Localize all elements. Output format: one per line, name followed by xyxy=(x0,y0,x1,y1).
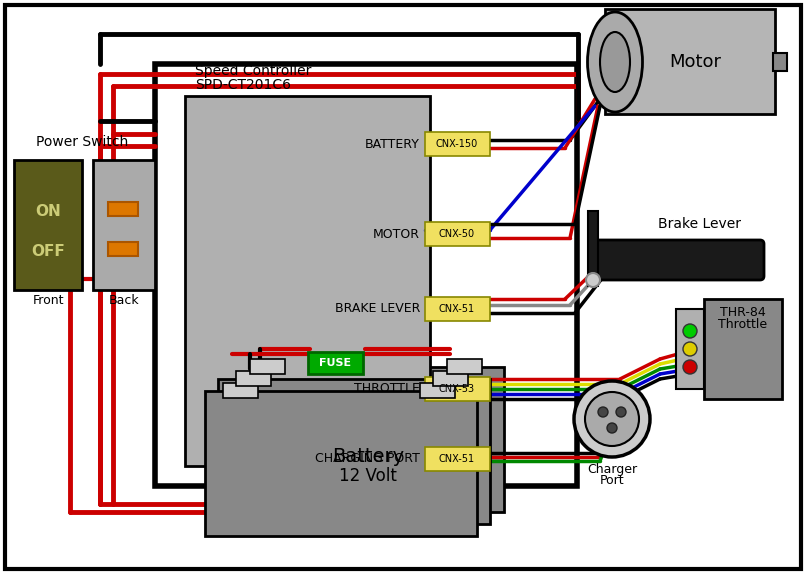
Text: Throttle: Throttle xyxy=(718,319,767,332)
Circle shape xyxy=(598,407,608,417)
Text: 12 Volt: 12 Volt xyxy=(339,467,397,485)
Circle shape xyxy=(616,407,626,417)
FancyBboxPatch shape xyxy=(218,379,490,524)
Circle shape xyxy=(585,392,639,446)
Text: CHARGING PORT: CHARGING PORT xyxy=(315,452,420,466)
FancyBboxPatch shape xyxy=(232,367,504,512)
FancyBboxPatch shape xyxy=(93,160,155,290)
Ellipse shape xyxy=(600,32,630,92)
Ellipse shape xyxy=(588,12,642,112)
FancyBboxPatch shape xyxy=(236,371,271,386)
FancyBboxPatch shape xyxy=(185,96,430,466)
FancyBboxPatch shape xyxy=(308,352,363,374)
Circle shape xyxy=(683,342,697,356)
FancyBboxPatch shape xyxy=(425,377,490,401)
FancyBboxPatch shape xyxy=(425,297,490,321)
FancyBboxPatch shape xyxy=(425,132,490,156)
Text: Battery: Battery xyxy=(332,447,404,466)
Text: CNX-50: CNX-50 xyxy=(439,229,475,239)
Text: CNX-150: CNX-150 xyxy=(436,139,478,149)
Text: Speed Controller: Speed Controller xyxy=(195,64,311,78)
Circle shape xyxy=(683,324,697,338)
Text: BRAKE LEVER: BRAKE LEVER xyxy=(334,302,420,316)
Text: THROTTLE: THROTTLE xyxy=(354,382,420,395)
FancyBboxPatch shape xyxy=(676,309,704,389)
FancyBboxPatch shape xyxy=(155,64,577,486)
Circle shape xyxy=(586,273,600,287)
FancyBboxPatch shape xyxy=(433,371,468,386)
FancyBboxPatch shape xyxy=(108,242,138,256)
Text: THR-84: THR-84 xyxy=(720,305,766,319)
Text: Port: Port xyxy=(600,475,625,487)
FancyBboxPatch shape xyxy=(425,447,490,471)
Text: ON: ON xyxy=(35,204,61,219)
FancyBboxPatch shape xyxy=(108,202,138,216)
Text: BATTERY: BATTERY xyxy=(365,138,420,150)
FancyBboxPatch shape xyxy=(447,359,482,374)
FancyBboxPatch shape xyxy=(250,359,285,374)
FancyBboxPatch shape xyxy=(605,9,775,114)
Circle shape xyxy=(683,360,697,374)
FancyBboxPatch shape xyxy=(425,222,490,246)
Text: Power Switch: Power Switch xyxy=(36,135,128,149)
FancyBboxPatch shape xyxy=(773,53,787,71)
FancyBboxPatch shape xyxy=(14,160,82,290)
Text: MOTOR: MOTOR xyxy=(373,227,420,241)
Text: OFF: OFF xyxy=(31,245,64,259)
Text: Brake Lever: Brake Lever xyxy=(659,217,742,231)
FancyBboxPatch shape xyxy=(704,299,782,399)
FancyBboxPatch shape xyxy=(588,211,598,286)
Circle shape xyxy=(574,381,650,457)
FancyBboxPatch shape xyxy=(5,5,801,569)
Circle shape xyxy=(607,423,617,433)
FancyBboxPatch shape xyxy=(223,383,258,398)
FancyBboxPatch shape xyxy=(420,383,455,398)
Text: Front: Front xyxy=(32,293,64,307)
Text: Charger: Charger xyxy=(587,463,637,475)
FancyBboxPatch shape xyxy=(205,391,477,536)
Text: FUSE: FUSE xyxy=(319,358,351,368)
Text: Back: Back xyxy=(109,293,139,307)
Text: Motor: Motor xyxy=(669,53,721,71)
Text: CNX-51: CNX-51 xyxy=(439,454,475,464)
Text: SPD-CT201C6: SPD-CT201C6 xyxy=(195,78,291,92)
Text: CNX-53: CNX-53 xyxy=(439,384,475,394)
Text: CNX-51: CNX-51 xyxy=(439,304,475,314)
FancyBboxPatch shape xyxy=(591,240,764,280)
